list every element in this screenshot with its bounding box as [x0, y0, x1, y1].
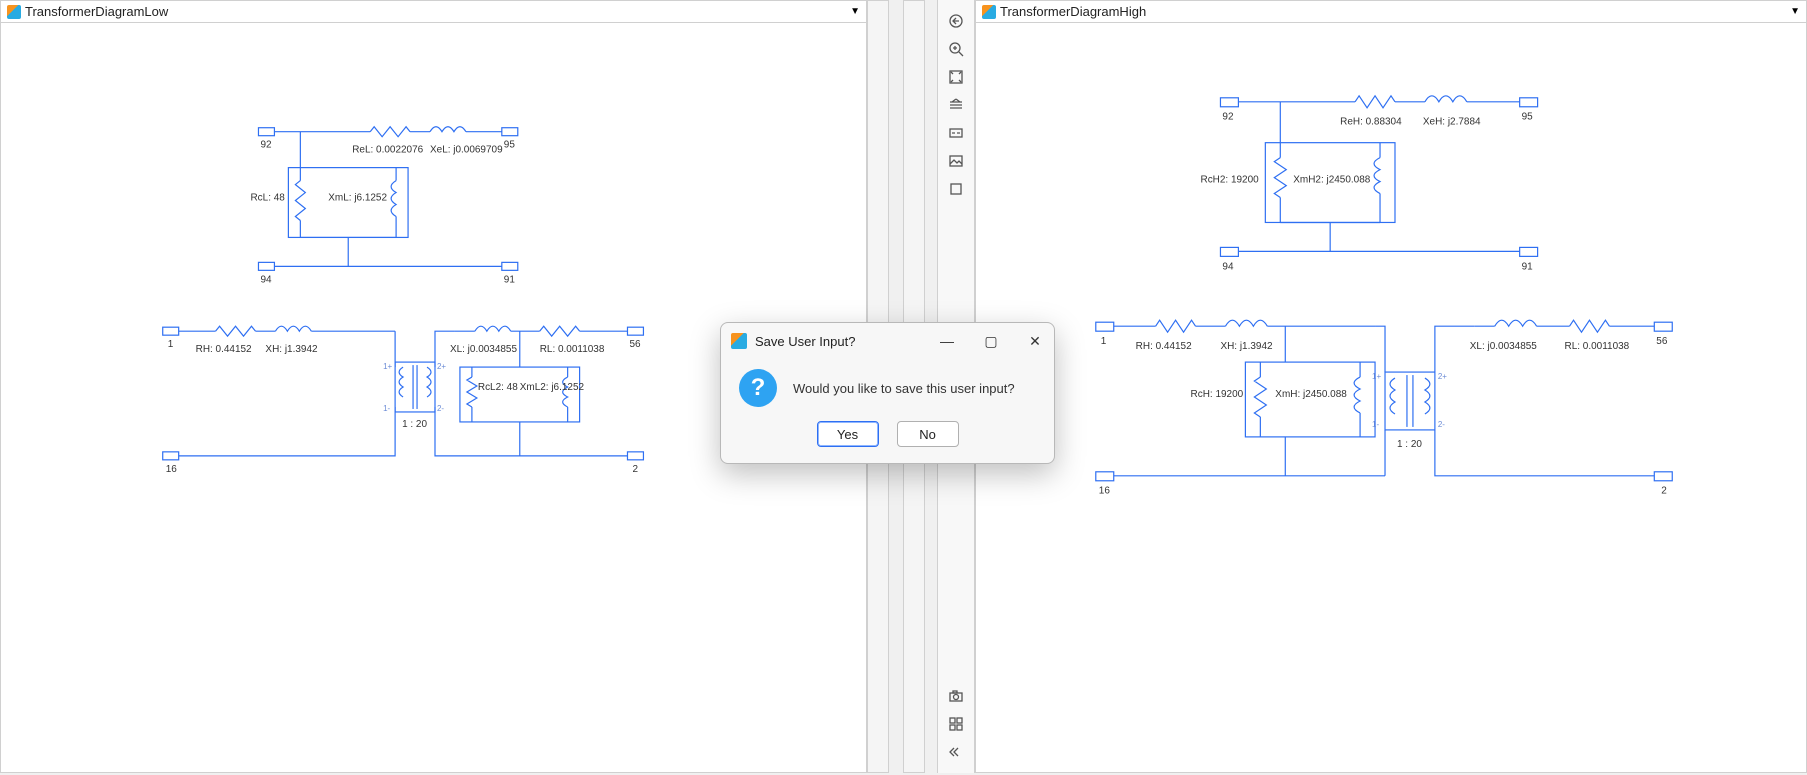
- svg-text:1-: 1-: [1372, 420, 1379, 429]
- screenshot-button[interactable]: [943, 683, 969, 709]
- matlab-icon: [731, 333, 747, 349]
- annotation-button[interactable]: [943, 120, 969, 146]
- svg-text:91: 91: [1522, 261, 1534, 272]
- question-icon: ?: [739, 369, 777, 407]
- no-button[interactable]: No: [897, 421, 959, 447]
- svg-text:16: 16: [1099, 486, 1111, 497]
- image-button[interactable]: [943, 148, 969, 174]
- svg-text:XH: j1.3942: XH: j1.3942: [265, 344, 318, 355]
- svg-text:95: 95: [504, 140, 516, 151]
- svg-text:RcH2: 19200: RcH2: 19200: [1201, 175, 1260, 186]
- svg-text:56: 56: [629, 339, 641, 350]
- svg-text:56: 56: [1656, 336, 1668, 347]
- svg-text:2: 2: [632, 464, 638, 475]
- svg-text:1 : 20: 1 : 20: [1397, 439, 1422, 450]
- svg-text:XmH: j2450.088: XmH: j2450.088: [1275, 389, 1347, 400]
- svg-text:ReH: 0.88304: ReH: 0.88304: [1340, 117, 1402, 128]
- hide-browser-button[interactable]: [943, 8, 969, 34]
- simulink-model-icon: [982, 5, 996, 19]
- svg-text:1: 1: [168, 339, 174, 350]
- area-button[interactable]: [943, 176, 969, 202]
- toggle-perspective-button[interactable]: [943, 92, 969, 118]
- svg-text:XH: j1.3942: XH: j1.3942: [1220, 341, 1273, 352]
- svg-text:RcL: 48: RcL: 48: [250, 193, 285, 204]
- svg-text:XmH2: j2450.088: XmH2: j2450.088: [1293, 175, 1370, 186]
- close-button[interactable]: ✕: [1026, 332, 1044, 350]
- svg-text:92: 92: [1222, 112, 1234, 123]
- svg-text:91: 91: [504, 274, 516, 285]
- svg-text:XL: j0.0034855: XL: j0.0034855: [1470, 341, 1538, 352]
- svg-text:95: 95: [1522, 112, 1534, 123]
- svg-text:94: 94: [1222, 261, 1234, 272]
- tab-transformer-low[interactable]: TransformerDiagramLow: [1, 1, 174, 22]
- svg-text:XmL2: j6.1252: XmL2: j6.1252: [520, 382, 585, 393]
- svg-text:1 : 20: 1 : 20: [402, 419, 427, 430]
- svg-text:XeL: j0.0069709: XeL: j0.0069709: [430, 145, 503, 156]
- svg-text:16: 16: [166, 464, 178, 475]
- svg-text:XL: j0.0034855: XL: j0.0034855: [450, 344, 518, 355]
- tab-bar-right: TransformerDiagramHigh ▼: [976, 1, 1806, 23]
- dialog-title: Save User Input?: [755, 334, 855, 349]
- zoom-in-button[interactable]: [943, 36, 969, 62]
- tab-dropdown-left[interactable]: ▼: [844, 6, 866, 17]
- svg-text:2-: 2-: [1438, 420, 1445, 429]
- svg-text:1-: 1-: [383, 404, 390, 413]
- save-user-input-dialog: Save User Input? — ▢ ✕ ? Would you like …: [720, 322, 1055, 464]
- tab-label: TransformerDiagramHigh: [1000, 4, 1146, 19]
- svg-text:XeH: j2.7884: XeH: j2.7884: [1423, 117, 1481, 128]
- restore-button[interactable]: [943, 739, 969, 765]
- svg-text:RcH: 19200: RcH: 19200: [1191, 389, 1244, 400]
- yes-button[interactable]: Yes: [817, 421, 879, 447]
- svg-text:ReL: 0.0022076: ReL: 0.0022076: [352, 145, 423, 156]
- svg-text:2+: 2+: [437, 362, 446, 371]
- dialog-message: Would you like to save this user input?: [793, 381, 1015, 396]
- svg-text:2+: 2+: [1438, 372, 1447, 381]
- svg-text:RL: 0.0011038: RL: 0.0011038: [1565, 341, 1630, 352]
- fit-to-view-button[interactable]: [943, 64, 969, 90]
- tab-bar-left: TransformerDiagramLow ▼: [1, 1, 866, 23]
- pane-transformer-high: TransformerDiagramHigh ▼ 92 95 94 91 ReH…: [975, 0, 1807, 773]
- svg-text:1+: 1+: [383, 362, 392, 371]
- tab-transformer-high[interactable]: TransformerDiagramHigh: [976, 1, 1152, 22]
- svg-text:RcL2: 48: RcL2: 48: [478, 382, 518, 393]
- viewmarks-button[interactable]: [943, 711, 969, 737]
- svg-text:RL: 0.0011038: RL: 0.0011038: [540, 344, 605, 355]
- svg-text:1+: 1+: [1372, 372, 1381, 381]
- dialog-titlebar[interactable]: Save User Input? — ▢ ✕: [721, 323, 1054, 359]
- simulink-model-icon: [7, 5, 21, 19]
- tab-label: TransformerDiagramLow: [25, 4, 168, 19]
- svg-text:RH: 0.44152: RH: 0.44152: [196, 344, 252, 355]
- tab-dropdown-right[interactable]: ▼: [1784, 6, 1806, 17]
- svg-text:94: 94: [260, 274, 272, 285]
- svg-text:RH: 0.44152: RH: 0.44152: [1136, 341, 1192, 352]
- maximize-button[interactable]: ▢: [982, 332, 1000, 350]
- canvas-right[interactable]: 92 95 94 91 ReH: 0.88304 XeH: j2.7884: [976, 23, 1806, 772]
- svg-text:2: 2: [1661, 486, 1667, 497]
- svg-text:XmL: j6.1252: XmL: j6.1252: [328, 193, 387, 204]
- svg-text:92: 92: [260, 140, 272, 151]
- svg-text:2-: 2-: [437, 404, 444, 413]
- svg-text:1: 1: [1101, 336, 1107, 347]
- minimize-button[interactable]: —: [938, 332, 956, 350]
